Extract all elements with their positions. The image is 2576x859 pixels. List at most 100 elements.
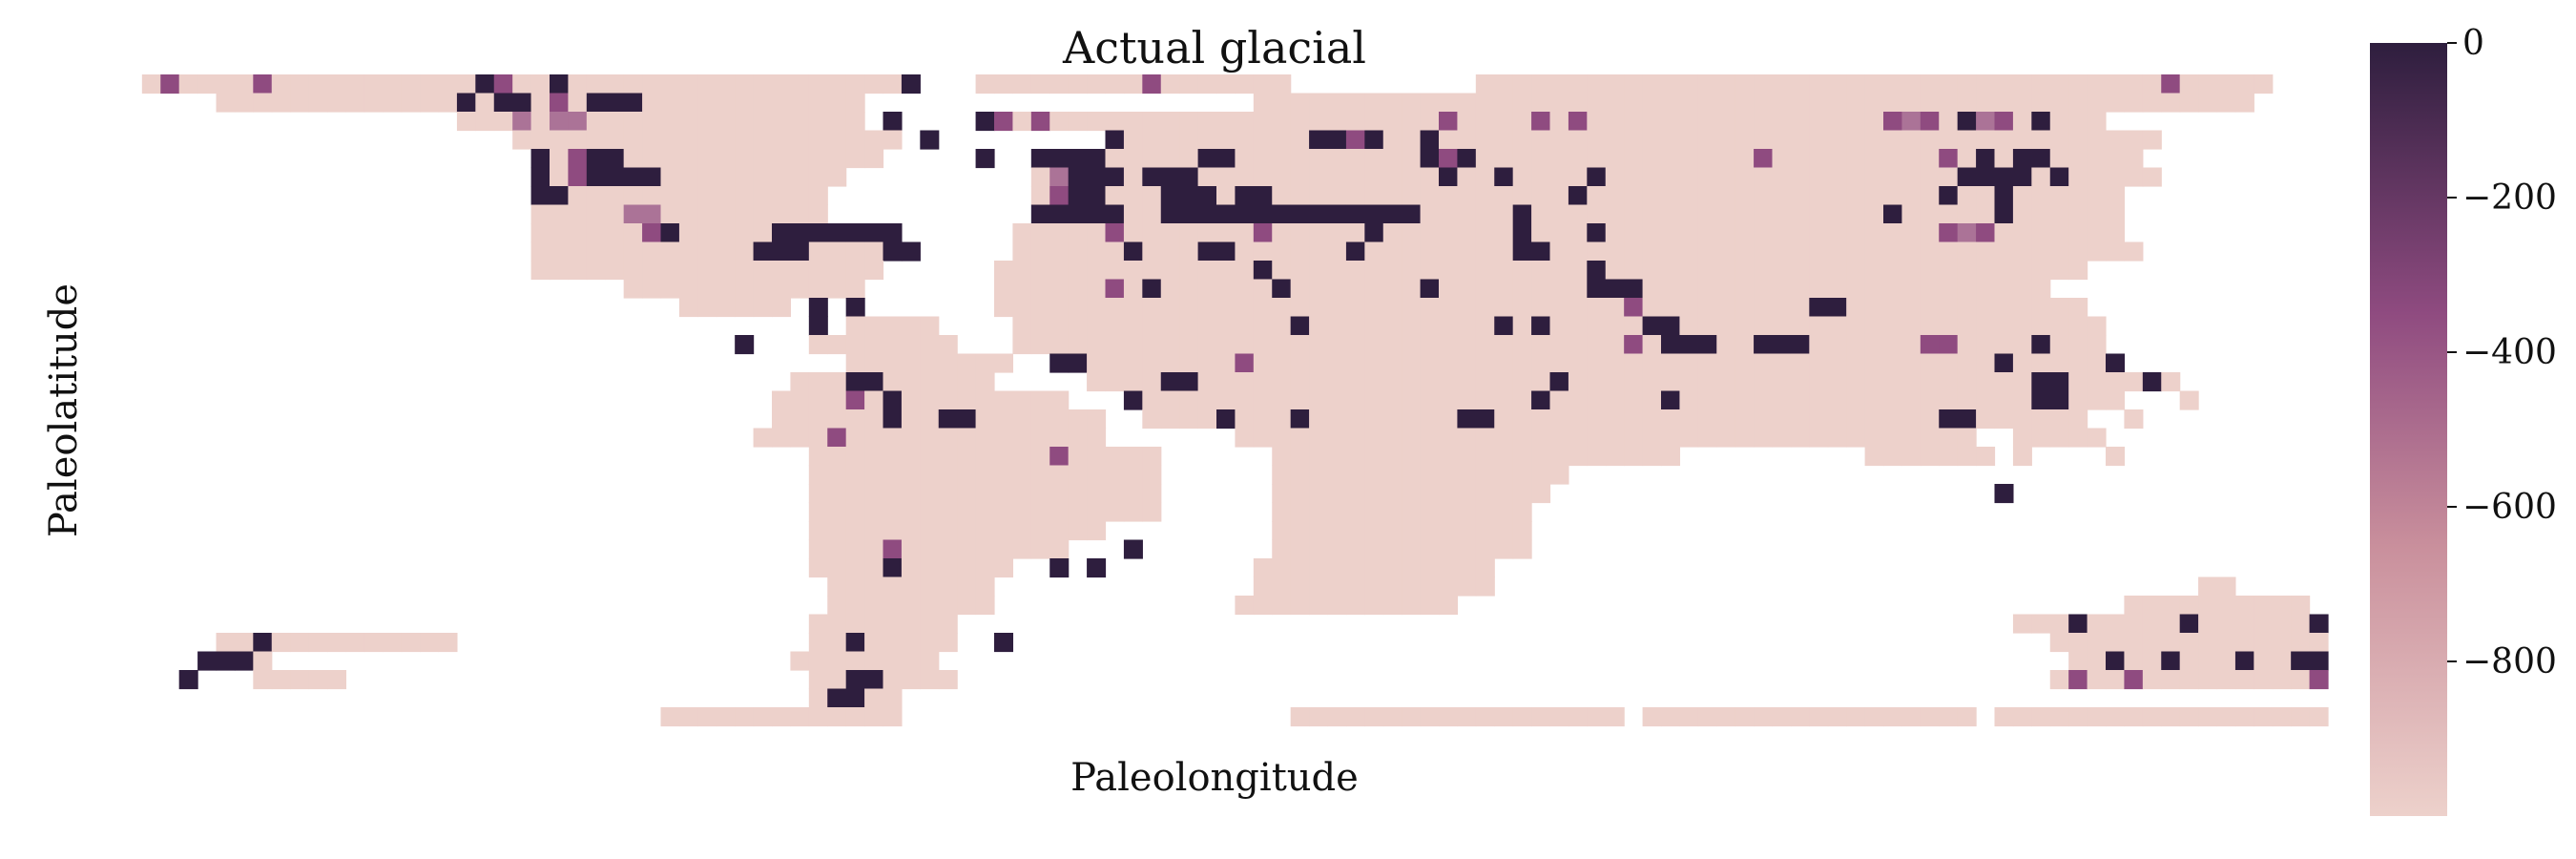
heatmap-cell [2142,633,2162,653]
heatmap-cell [1735,279,1755,299]
heatmap-cell [1068,149,1088,169]
heatmap-cell [716,298,736,318]
heatmap-cell [308,93,328,113]
heatmap-cell [2049,670,2069,690]
heatmap-cell [994,279,1014,299]
heatmap-cell [1716,204,1736,224]
heatmap-cell [1716,298,1736,318]
heatmap-cell [1587,409,1607,430]
heatmap-cell [1439,465,1459,485]
heatmap-cell [1976,149,1996,169]
heatmap-cell [1420,447,1440,467]
heatmap-cell [1864,353,1884,373]
heatmap-cell [1049,167,1070,187]
heatmap-cell [1809,707,1829,727]
heatmap-cell [1105,186,1125,206]
heatmap-cell [975,465,995,485]
heatmap-cell [1402,167,1422,187]
heatmap-cell [1068,465,1088,485]
heatmap-cell [1197,167,1217,187]
heatmap-cell [1382,465,1402,485]
heatmap-cell [2031,186,2051,206]
heatmap-cell [1457,521,1477,541]
heatmap-cell [1772,130,1792,150]
heatmap-cell [1976,130,1996,150]
heatmap-cell [1994,372,2014,392]
heatmap-cell [1402,241,1422,262]
heatmap-cell [530,204,551,224]
heatmap-cell [1290,521,1310,541]
heatmap-cell [1939,93,1959,113]
heatmap-cell [2161,93,2181,113]
heatmap-cell [1697,204,1717,224]
heatmap-cell [2031,149,2051,169]
heatmap-cell [1754,707,1774,727]
heatmap-cell [1457,502,1477,522]
heatmap-cell [1402,428,1422,448]
heatmap-cell [938,539,958,559]
heatmap-cell [994,502,1014,522]
heatmap-cell [753,707,773,727]
heatmap-cell [383,74,403,94]
heatmap-cell [1809,112,1829,132]
heatmap-cell [1716,241,1736,262]
heatmap-cell [1439,521,1459,541]
heatmap-cell [1957,353,1977,373]
heatmap-cell [2068,316,2088,336]
heatmap-cell [883,112,903,132]
heatmap-cell [975,596,995,616]
heatmap-cell [1735,409,1755,430]
heatmap-cell [1864,204,1884,224]
heatmap-cell [1420,93,1440,113]
heatmap-cell [1976,186,1996,206]
heatmap-cell [1457,707,1477,727]
heatmap-cell [864,130,884,150]
heatmap-cell [1587,223,1607,243]
heatmap-cell [1290,261,1310,281]
heatmap-cell [1290,93,1310,113]
heatmap-cell [845,688,865,708]
heatmap-cell [1216,261,1236,281]
heatmap-cell [1327,298,1347,318]
heatmap-cell [1197,186,1217,206]
heatmap-cell [1049,447,1070,467]
heatmap-cell [1920,223,1940,243]
heatmap-cell [1253,390,1273,410]
heatmap-cell [1864,279,1884,299]
heatmap-cell [1920,353,1940,373]
heatmap-cell [1512,186,1532,206]
heatmap-cell [1235,390,1255,410]
heatmap-cell [1883,353,1903,373]
heatmap-cell [1457,558,1477,578]
heatmap-cell [1030,539,1050,559]
heatmap-cell [1364,298,1384,318]
heatmap-cell [1790,261,1810,281]
heatmap-cell [308,633,328,653]
heatmap-cell [845,428,865,448]
heatmap-cell [1420,390,1440,410]
heatmap-cell [1087,521,1107,541]
heatmap-cell [1439,484,1459,504]
heatmap-cell [1216,316,1236,336]
heatmap-cell [1087,186,1107,206]
heatmap-cell [1624,279,1644,299]
heatmap-cell [808,633,828,653]
heatmap-cell [808,651,828,671]
heatmap-cell [1382,484,1402,504]
heatmap-cell [1883,149,1903,169]
heatmap-cell [1216,149,1236,169]
heatmap-cell [975,390,995,410]
heatmap-cell [827,409,847,430]
heatmap-cell [1142,335,1162,355]
heatmap-cell [1531,409,1551,430]
heatmap-cell [2124,130,2144,150]
heatmap-cell [1216,74,1236,94]
heatmap-cell [1105,279,1125,299]
heatmap-cell [623,130,643,150]
heatmap-cell [1772,298,1792,318]
heatmap-cell [1364,204,1384,224]
heatmap-cell [1754,353,1774,373]
heatmap-cell [1012,409,1032,430]
heatmap-cell [901,316,921,336]
heatmap-cell [1494,186,1514,206]
